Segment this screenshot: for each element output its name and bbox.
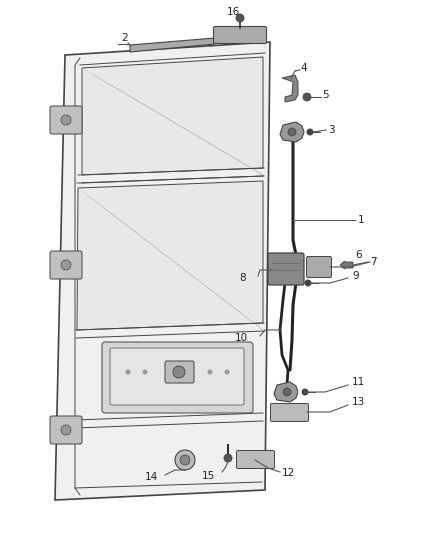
FancyBboxPatch shape bbox=[50, 106, 82, 134]
Circle shape bbox=[180, 455, 190, 465]
Text: 16: 16 bbox=[226, 7, 240, 17]
Polygon shape bbox=[274, 382, 298, 402]
Text: 5: 5 bbox=[322, 90, 328, 100]
Text: 7: 7 bbox=[370, 257, 377, 267]
Circle shape bbox=[175, 450, 195, 470]
Text: 12: 12 bbox=[282, 468, 295, 478]
FancyBboxPatch shape bbox=[268, 253, 304, 285]
Circle shape bbox=[61, 425, 71, 435]
FancyBboxPatch shape bbox=[213, 27, 266, 44]
Circle shape bbox=[303, 93, 311, 101]
Text: 10: 10 bbox=[235, 333, 248, 343]
FancyBboxPatch shape bbox=[50, 416, 82, 444]
Circle shape bbox=[288, 128, 296, 136]
Text: 14: 14 bbox=[145, 472, 158, 482]
Text: 11: 11 bbox=[352, 377, 365, 387]
FancyBboxPatch shape bbox=[307, 256, 332, 278]
Text: 6: 6 bbox=[355, 250, 362, 260]
Text: 13: 13 bbox=[352, 397, 365, 407]
Polygon shape bbox=[282, 75, 298, 102]
Polygon shape bbox=[130, 38, 215, 52]
Circle shape bbox=[61, 115, 71, 125]
Circle shape bbox=[307, 128, 314, 135]
FancyBboxPatch shape bbox=[50, 251, 82, 279]
Polygon shape bbox=[82, 57, 263, 175]
Text: 2: 2 bbox=[121, 33, 128, 43]
Text: 4: 4 bbox=[300, 63, 307, 73]
Circle shape bbox=[225, 369, 230, 375]
Text: 15: 15 bbox=[202, 471, 215, 481]
Circle shape bbox=[283, 388, 291, 396]
Polygon shape bbox=[280, 122, 304, 142]
FancyBboxPatch shape bbox=[102, 342, 253, 413]
FancyBboxPatch shape bbox=[165, 361, 194, 383]
Polygon shape bbox=[55, 42, 270, 500]
Text: 1: 1 bbox=[358, 215, 364, 225]
Circle shape bbox=[301, 389, 308, 395]
FancyBboxPatch shape bbox=[271, 403, 308, 422]
Circle shape bbox=[61, 260, 71, 270]
Circle shape bbox=[224, 454, 232, 462]
FancyBboxPatch shape bbox=[110, 348, 244, 405]
Polygon shape bbox=[77, 181, 263, 330]
Circle shape bbox=[208, 369, 212, 375]
Circle shape bbox=[142, 369, 148, 375]
Text: 8: 8 bbox=[240, 273, 246, 283]
Circle shape bbox=[126, 369, 131, 375]
FancyArrow shape bbox=[340, 261, 353, 269]
Text: 3: 3 bbox=[328, 125, 335, 135]
Circle shape bbox=[236, 14, 244, 22]
Circle shape bbox=[173, 366, 185, 378]
FancyBboxPatch shape bbox=[237, 450, 275, 469]
Text: 9: 9 bbox=[352, 271, 359, 281]
Circle shape bbox=[304, 279, 311, 287]
